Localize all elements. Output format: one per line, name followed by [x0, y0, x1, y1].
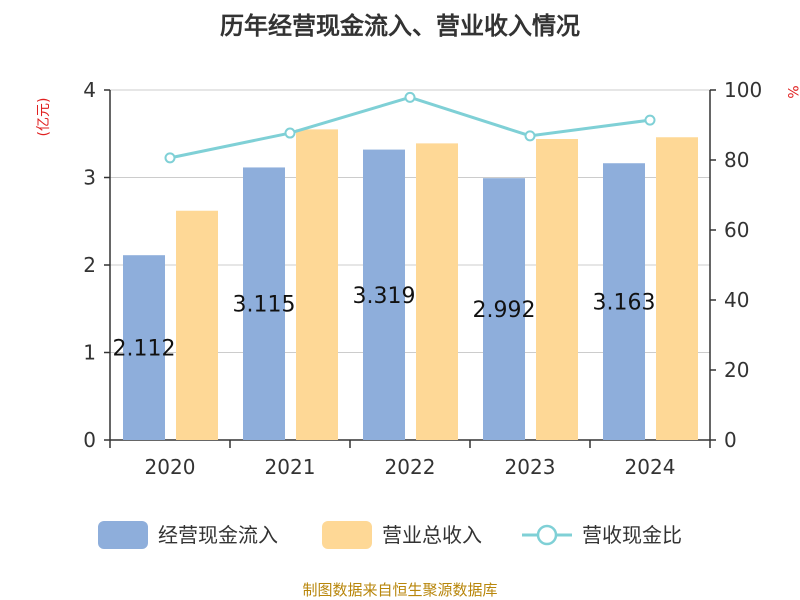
right-axis-unit: % [784, 85, 800, 98]
bar [656, 137, 698, 440]
data-label: 3.319 [353, 284, 416, 309]
line-point [524, 130, 536, 142]
data-label: 2.992 [473, 298, 536, 323]
left-tick-label: 2 [83, 253, 96, 277]
line-series [164, 91, 656, 164]
bar [176, 210, 218, 440]
x-tick-label: 2021 [265, 455, 316, 479]
line-point [164, 152, 176, 164]
data-label: 2.112 [113, 337, 176, 362]
bars [123, 129, 698, 441]
left-tick-label: 1 [83, 341, 96, 365]
left-tick-label: 0 [83, 428, 96, 452]
right-tick-label: 80 [724, 148, 749, 172]
right-tick-label: 40 [724, 288, 749, 312]
line-point [644, 114, 656, 126]
data-label: 3.163 [593, 291, 656, 316]
x-tick-label: 2023 [505, 455, 556, 479]
right-tick-label: 100 [724, 78, 762, 102]
left-axis-unit: (亿元) [36, 98, 52, 137]
bar [296, 129, 338, 440]
bar [243, 167, 285, 440]
bar [123, 255, 165, 440]
x-tick-label: 2020 [145, 455, 196, 479]
left-tick-label: 4 [83, 78, 96, 102]
bar [363, 149, 405, 440]
line-point [284, 127, 296, 139]
legend-marker [536, 524, 558, 546]
source-note: 制图数据来自恒生聚源数据库 [302, 581, 497, 599]
legend: 经营现金流入 营业总收入 营收现金比 [98, 521, 682, 549]
x-tick-label: 2024 [625, 455, 676, 479]
bar [536, 139, 578, 440]
right-tick-label: 0 [724, 428, 737, 452]
data-labels: 2.112 3.115 3.319 2.992 3.163 [113, 284, 656, 362]
line-point [404, 91, 416, 103]
chart-title: 历年经营现金流入、营业收入情况 [220, 12, 580, 40]
x-tick-label: 2022 [385, 455, 436, 479]
legend-swatch [322, 521, 372, 549]
data-label: 3.115 [233, 293, 296, 318]
bar [416, 143, 458, 440]
bar [483, 178, 525, 440]
right-tick-label: 60 [724, 218, 749, 242]
legend-label: 营业总收入 [382, 523, 482, 547]
legend-label: 营收现金比 [582, 523, 682, 547]
bar [603, 163, 645, 441]
right-tick-label: 20 [724, 358, 749, 382]
legend-label: 经营现金流入 [158, 523, 278, 547]
left-tick-label: 3 [83, 166, 96, 190]
legend-swatch [98, 521, 148, 549]
